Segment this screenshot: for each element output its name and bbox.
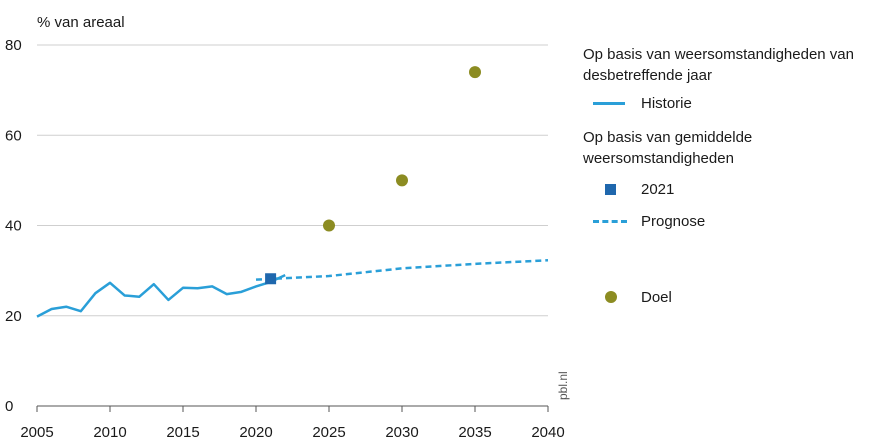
x-tick-label: 2010 [93,424,126,441]
dashed-line-icon [593,210,629,232]
grid-lines [37,44,548,317]
dot-marker-icon [593,286,629,308]
legend-label-historie: Historie [641,94,692,112]
series-historie-line [36,274,286,318]
y-tick-label: 40 [5,218,22,235]
legend-label-prognose: Prognose [641,212,706,230]
x-tick-label: 2025 [312,424,345,441]
legend-group-target: Doel [583,286,873,308]
x-tick-label: 2035 [458,424,491,441]
series-prognose-line [255,258,549,281]
legend-item-prognose: Prognose [583,210,873,232]
legend-label-doel: Doel [641,288,672,306]
y-tick-label: 80 [5,37,22,54]
legend-group-average: Op basis van gemiddelde weersomstandighe… [583,127,873,232]
y-axis-label: % van areaal [37,14,125,31]
square-marker-icon [593,178,629,200]
legend: Op basis van weersomstandigheden van des… [583,44,873,308]
doel-point [396,174,408,187]
legend-item-doel: Doel [583,286,873,308]
legend-group-actual: Op basis van weersomstandigheden van des… [583,44,873,114]
x-tick-label: 2040 [531,424,564,441]
x-tick-label: 2015 [166,424,199,441]
y-tick-label: 60 [5,127,22,144]
doel-point [469,66,481,79]
legend-item-historie: Historie [583,92,873,114]
doel-point [323,219,335,232]
legend-group-title-actual: Op basis van weersomstandigheden van des… [583,46,854,84]
y-tick-label: 0 [5,398,13,415]
legend-group-title-average: Op basis van gemiddelde weersomstandighe… [583,129,753,167]
x-tick-label: 2020 [239,424,272,441]
legend-item-2021: 2021 [583,178,873,200]
x-tick-label: 2005 [20,424,53,441]
x-tick-label: 2030 [385,424,418,441]
chart-marks [36,66,549,318]
marker-2021 [265,273,277,285]
source-label: pbl.nl [556,371,570,400]
historie-line-icon [593,92,629,114]
legend-label-2021: 2021 [641,180,675,198]
y-tick-label: 20 [5,308,22,325]
